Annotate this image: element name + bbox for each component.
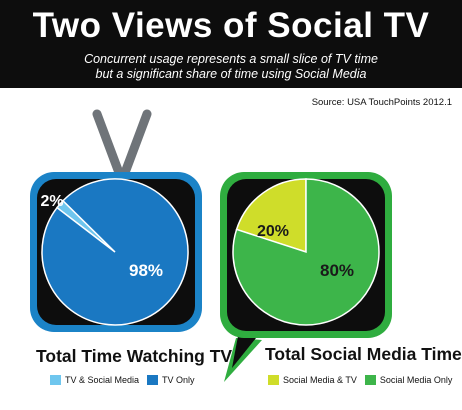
header-band: Two Views of Social TV Concurrent usage … (0, 0, 462, 88)
pie-social-only-slice (232, 178, 380, 326)
antenna-left (92, 109, 123, 175)
legend-tv: TV & Social Media TV Only (50, 375, 203, 385)
pie-tv-social-label: 2% (40, 193, 63, 210)
pie-social-tv-slice (235, 178, 307, 254)
legend-label-tv-only: TV Only (162, 375, 195, 385)
legend-label-social-only: Social Media Only (379, 375, 453, 385)
legend-item-social-only: Social Media Only (364, 375, 453, 385)
legend-item-tv-only: TV Only (147, 375, 195, 385)
bubble-tail (224, 338, 262, 382)
chart-title-tv: Total Time Watching TV (36, 346, 233, 366)
legend-label-tv-social: TV & Social Media (65, 375, 140, 385)
pie-chart-social: 20% 80% (232, 178, 380, 326)
subtitle: Concurrent usage represents a small slic… (0, 52, 462, 82)
source-note: Source: USA TouchPoints 2012.1 (311, 97, 452, 108)
page-title: Two Views of Social TV (32, 6, 430, 45)
legend-label-social-tv: Social Media & TV (283, 375, 357, 385)
legend-swatch-social-only (364, 375, 376, 385)
pie-tv-only-slice (41, 178, 189, 326)
antenna-right (121, 109, 152, 175)
bubble-tail-inner (232, 336, 256, 368)
pie-chart-tv: 2% 98% (40, 178, 189, 326)
pie-social-only-label: 80% (320, 261, 354, 280)
subtitle-line-2: but a significant share of time using So… (95, 67, 367, 81)
pie-social-tv-label: 20% (257, 223, 289, 240)
legend-item-social-tv: Social Media & TV (268, 375, 357, 385)
legend-item-tv-social: TV & Social Media (50, 375, 139, 385)
subtitle-line-1: Concurrent usage represents a small slic… (84, 52, 378, 66)
legend-swatch-social-tv (268, 375, 279, 385)
legend-swatch-tv-only (147, 375, 159, 385)
legend-swatch-tv-social (50, 375, 61, 385)
chart-title-social: Total Social Media Time (265, 344, 462, 364)
pie-tv-only-label: 98% (129, 261, 163, 280)
legend-social: Social Media & TV Social Media Only (268, 375, 460, 385)
